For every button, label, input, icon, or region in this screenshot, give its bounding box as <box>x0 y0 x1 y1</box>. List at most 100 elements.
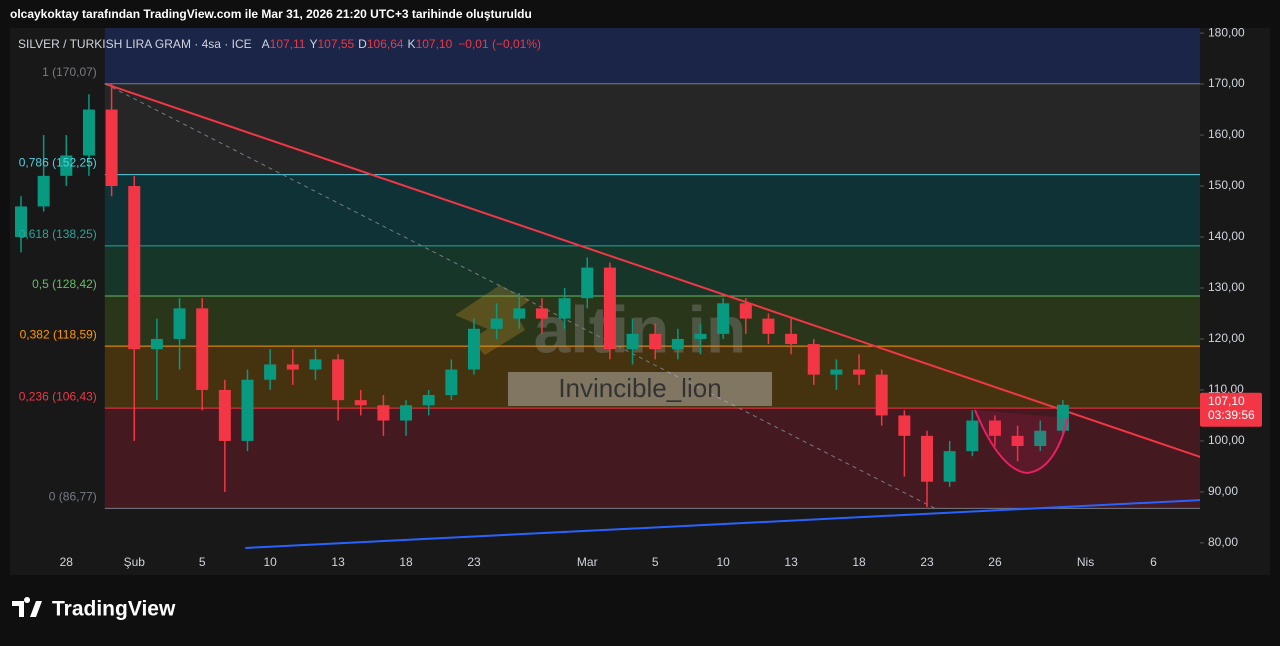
y-tick-label: 150,00 <box>1208 178 1245 192</box>
x-tick-label: Şub <box>124 555 146 569</box>
candle-body <box>128 186 141 350</box>
candle-body <box>422 395 435 406</box>
x-tick-label: 5 <box>199 555 206 569</box>
fib-label: 0,786 (152,25) <box>19 156 97 170</box>
candle-body <box>785 333 798 345</box>
fib-label: 0,236 (106,43) <box>19 389 97 403</box>
ohlc-value: 106,64 <box>367 37 404 51</box>
x-tick-label: 13 <box>784 555 798 569</box>
x-tick-label: 10 <box>716 555 730 569</box>
fib-band <box>104 174 1200 246</box>
candle-body <box>694 333 707 339</box>
candle-body <box>1011 435 1024 447</box>
x-tick-label: 18 <box>399 555 413 569</box>
candle-body <box>60 155 73 176</box>
candle-body <box>671 338 684 350</box>
change: −0,01 (−0,01%) <box>458 37 541 51</box>
candle-body <box>830 369 843 375</box>
signature-box <box>508 372 772 406</box>
x-tick-label: 23 <box>920 555 934 569</box>
candle-body <box>921 435 933 482</box>
x-tick-label: 18 <box>852 555 866 569</box>
candle-body <box>309 359 322 370</box>
ohlc-key: K <box>408 37 416 51</box>
footer-logo: TradingView <box>52 598 176 621</box>
y-tick-label: 140,00 <box>1208 229 1245 243</box>
candle-body <box>1034 430 1047 447</box>
cup-pattern <box>974 409 1069 475</box>
candle-body <box>943 451 956 482</box>
x-tick-label: Nis <box>1077 555 1094 569</box>
y-tick-label: 170,00 <box>1208 76 1245 90</box>
x-tick-label: 13 <box>331 555 345 569</box>
x-tick-label: 10 <box>263 555 277 569</box>
fib-label: 0 (86,77) <box>49 490 97 504</box>
signature: Invincible_lion <box>558 373 721 403</box>
fib-band <box>104 83 1200 175</box>
candle-body <box>966 420 979 452</box>
fib-band <box>104 346 1200 409</box>
ohlc-value: 107,11 <box>270 37 306 51</box>
x-tick-label: Mar <box>577 555 598 569</box>
countdown: 03:39:56 <box>1208 408 1255 422</box>
ohlc-key: Y <box>309 37 317 51</box>
y-tick-label: 110,00 <box>1208 382 1244 396</box>
fib-label: 1 (170,07) <box>42 65 97 79</box>
candle-body <box>626 333 639 350</box>
candle-body <box>400 405 413 421</box>
candle-body <box>898 415 911 436</box>
candle-body <box>558 298 571 319</box>
y-tick-label: 160,00 <box>1208 127 1245 141</box>
y-tick-label: 100,00 <box>1208 433 1245 447</box>
candle-body <box>717 303 730 334</box>
candle-body <box>332 359 345 401</box>
trendline <box>104 82 1200 458</box>
candle-body <box>445 369 458 396</box>
candle-body <box>739 303 752 319</box>
candle-body <box>218 389 231 441</box>
candle-body <box>988 420 1001 436</box>
y-tick-label: 180,00 <box>1208 25 1245 39</box>
fib-label: 0,618 (138,25) <box>19 227 97 241</box>
fib-label: 0,382 (118,59) <box>20 327 97 341</box>
fib-band <box>104 28 1200 84</box>
candle-body <box>377 405 390 421</box>
candle-body <box>354 400 367 406</box>
candle-body <box>581 267 594 299</box>
candle-body <box>15 206 27 238</box>
logo-icon <box>12 597 42 617</box>
candle-body <box>196 308 209 390</box>
candle-body <box>535 308 548 319</box>
ohlc-value: 107,10 <box>416 37 453 51</box>
x-tick-label: 26 <box>988 555 1002 569</box>
candle-body <box>807 344 820 375</box>
candle-body <box>173 308 186 339</box>
candle-body <box>649 333 662 350</box>
symbol: SILVER / TURKISH LIRA GRAM · 4sa · ICE <box>18 37 252 51</box>
candle-body <box>264 364 277 380</box>
legend: SILVER / TURKISH LIRA GRAM · 4sa · ICE A1… <box>18 37 541 51</box>
candle-body <box>490 318 503 329</box>
candle-body <box>513 308 526 319</box>
candle-body <box>286 364 299 370</box>
x-tick-label: 23 <box>467 555 481 569</box>
y-tick-label: 130,00 <box>1208 280 1245 294</box>
y-tick-label: 80,00 <box>1208 535 1238 549</box>
candle-body <box>468 328 480 370</box>
ohlc-value: 107,55 <box>317 37 354 51</box>
x-tick-label: 28 <box>60 555 74 569</box>
last-price: 107,10 <box>1208 394 1245 408</box>
candle-body <box>241 379 254 441</box>
x-tick-label: 6 <box>1150 555 1157 569</box>
candle-body <box>105 109 118 187</box>
candle-body <box>875 374 888 416</box>
candle-body <box>603 267 616 350</box>
fib-bands <box>104 28 1200 509</box>
candle-body <box>82 109 95 156</box>
candle-body <box>853 369 866 375</box>
axes: 1 (170,07) 0,786 (152,25) 0,618 (138,25) 0,… <box>19 25 1262 569</box>
ohlc-key: A <box>262 37 270 51</box>
header: olcaykoktay tarafından TradingView.com i… <box>10 7 532 21</box>
trendline <box>245 499 1200 549</box>
